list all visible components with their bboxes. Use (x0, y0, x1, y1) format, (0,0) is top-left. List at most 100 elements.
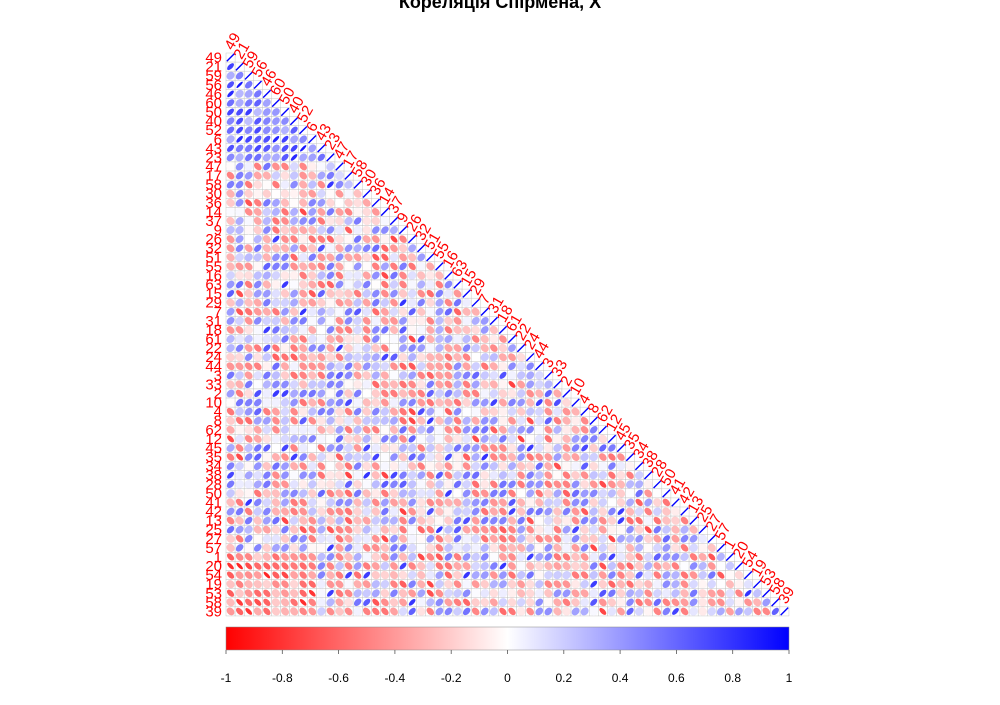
correlation-ellipse (244, 225, 254, 235)
correlation-ellipse (281, 262, 289, 271)
diagonal-mark (535, 362, 544, 371)
correlation-ellipse (544, 389, 552, 398)
correlation-ellipse (262, 216, 271, 226)
correlation-ellipse (317, 225, 326, 235)
diagonal-mark (289, 116, 299, 126)
correlation-ellipse (389, 380, 399, 389)
correlation-ellipse (508, 362, 516, 371)
correlation-ellipse (390, 262, 398, 271)
diagonal-mark (344, 171, 353, 180)
correlation-ellipse (353, 253, 362, 262)
correlation-ellipse (280, 371, 290, 380)
correlation-ellipse (444, 308, 453, 316)
correlation-ellipse (571, 444, 580, 452)
correlation-ellipse (335, 425, 344, 434)
correlation-ellipse (399, 299, 407, 307)
correlation-ellipse (444, 289, 453, 298)
correlation-ellipse (480, 371, 489, 380)
correlation-ellipse (417, 253, 426, 262)
correlation-ellipse (462, 334, 471, 344)
correlation-ellipse (289, 425, 299, 435)
correlation-ellipse (262, 380, 271, 389)
correlation-ellipse (344, 308, 353, 316)
correlation-ellipse (326, 208, 335, 216)
correlation-ellipse (426, 325, 435, 334)
correlation-ellipse (299, 434, 308, 443)
correlation-ellipse (280, 198, 290, 207)
correlation-ellipse (335, 444, 344, 452)
correlation-ellipse (344, 226, 353, 234)
correlation-ellipse (390, 244, 398, 253)
correlation-ellipse (499, 444, 507, 452)
correlation-ellipse (298, 234, 308, 244)
correlation-ellipse (317, 280, 326, 289)
correlation-ellipse (308, 153, 317, 162)
correlation-ellipse (453, 334, 462, 344)
correlation-ellipse (262, 289, 271, 298)
correlation-ellipse (253, 217, 262, 225)
correlation-ellipse (280, 180, 290, 189)
correlation-ellipse (280, 189, 290, 198)
correlation-ellipse (299, 198, 308, 207)
diagonal-mark (571, 398, 580, 407)
diagonal-mark (462, 289, 471, 298)
correlation-ellipse (417, 271, 426, 280)
correlation-ellipse (353, 389, 362, 398)
colorbar-tick-label: 0.2 (555, 671, 572, 685)
correlation-ellipse (371, 226, 380, 234)
correlation-ellipse (308, 253, 317, 262)
correlation-ellipse (499, 371, 507, 379)
colorbar-tick-label: -0.4 (385, 671, 406, 685)
correlation-ellipse (326, 226, 335, 234)
correlation-ellipse (253, 107, 262, 117)
correlation-ellipse (226, 253, 235, 262)
correlation-ellipse (307, 307, 317, 317)
correlation-ellipse (535, 371, 544, 380)
correlation-ellipse (398, 307, 408, 316)
correlation-ellipse (562, 425, 571, 435)
correlation-ellipse (226, 453, 235, 461)
diagonal-mark (598, 425, 608, 435)
correlation-ellipse (244, 253, 253, 262)
correlation-ellipse (335, 253, 344, 262)
correlation-ellipse (390, 271, 398, 280)
correlation-ellipse (489, 434, 499, 444)
correlation-ellipse (308, 362, 317, 371)
correlation-ellipse (426, 317, 435, 325)
correlation-ellipse (498, 398, 507, 407)
correlation-ellipse (362, 262, 372, 271)
correlation-ellipse (362, 362, 371, 371)
correlation-ellipse (235, 352, 244, 362)
correlation-ellipse (335, 280, 344, 289)
correlation-ellipse (327, 181, 334, 189)
correlation-ellipse (344, 244, 353, 253)
correlation-ellipse (344, 289, 353, 298)
correlation-ellipse (508, 353, 516, 362)
correlation-ellipse (499, 435, 507, 443)
correlation-ellipse (253, 298, 262, 307)
correlation-ellipse (299, 135, 308, 144)
correlation-ellipse (381, 435, 389, 443)
correlation-ellipse (262, 389, 272, 398)
correlation-ellipse (299, 344, 308, 353)
correlation-ellipse (453, 289, 462, 298)
correlation-ellipse (226, 398, 235, 407)
correlation-ellipse (399, 443, 408, 452)
correlation-ellipse (263, 262, 271, 271)
correlation-ellipse (417, 371, 426, 380)
correlation-ellipse (308, 290, 316, 298)
correlation-ellipse (362, 235, 371, 244)
correlation-ellipse (326, 362, 335, 371)
correlation-ellipse (272, 326, 280, 334)
correlation-ellipse (353, 316, 362, 326)
correlation-ellipse (299, 389, 307, 398)
correlation-ellipse (290, 298, 299, 307)
correlation-ellipse (399, 380, 407, 389)
correlation-ellipse (226, 380, 235, 389)
correlation-ellipse (389, 343, 399, 353)
correlation-ellipse (272, 407, 280, 416)
correlation-ellipse (408, 417, 416, 425)
correlation-ellipse (462, 444, 471, 452)
correlation-ellipse (262, 425, 272, 435)
